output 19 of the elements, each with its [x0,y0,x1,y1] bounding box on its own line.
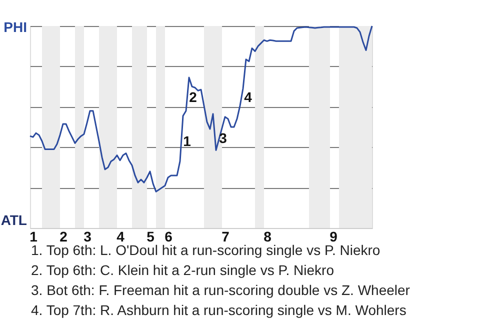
x-tick-label: 6 [164,228,173,244]
x-tick-label: 3 [84,228,92,244]
annotation: 2 [189,89,198,105]
x-tick-label: 4 [116,228,125,244]
text: ATL [0,212,28,228]
text: 4. Top 7th: R. Ashburn hit a run-scoring single vs M. Wohlers [31,302,406,318]
text: 3. Bot 6th: F. Freeman hit a run-scoring double vs Z. Wheeler [31,282,410,298]
x-tick-label: 5 [146,228,155,244]
annotation: 4 [244,89,252,105]
x-tick-label: 1 [30,228,38,244]
text: PHI [4,19,27,35]
x-tick-label: 8 [264,228,272,244]
x-tick-label: 2 [60,228,68,244]
x-tick-label: 9 [330,228,338,244]
text: 2. Top 6th: C. Klein hit a 2-run single vs P. Niekro [31,262,334,278]
x-tick-label: 7 [222,228,230,244]
annotation: 3 [219,130,228,146]
annotation: 1 [183,133,192,149]
text: 1. Top 6th: L. O'Doul hit a run-scoring single vs P. Niekro [31,242,380,258]
